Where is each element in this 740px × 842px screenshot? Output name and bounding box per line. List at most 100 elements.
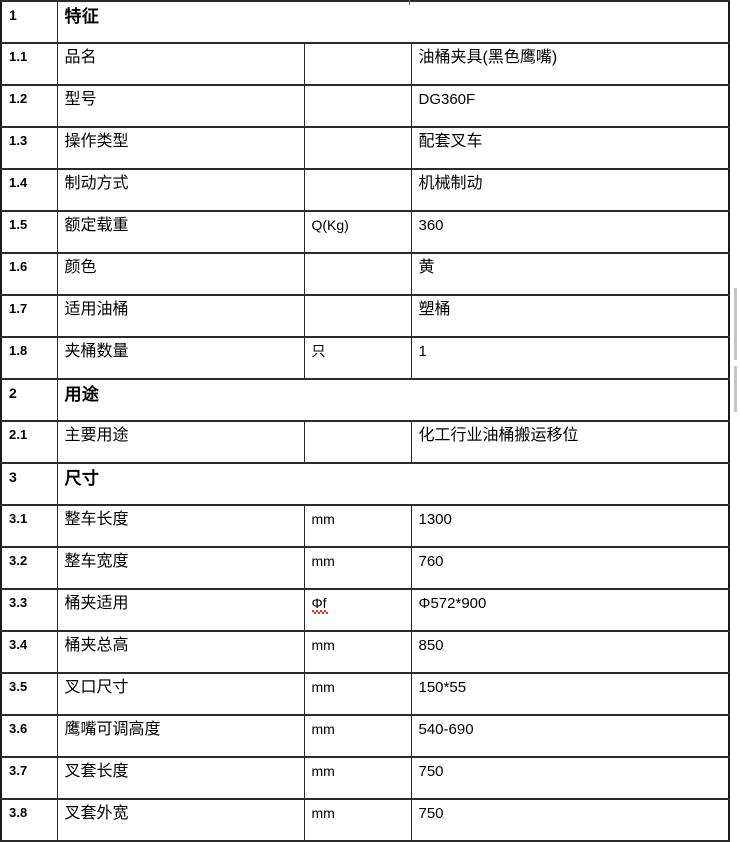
table-row: 2.1 主要用途 化工行业油桶搬运移位 bbox=[0, 420, 730, 464]
scrollbar-sliver-lower[interactable] bbox=[734, 366, 737, 412]
row-number: 3.3 bbox=[9, 595, 28, 610]
unit-value: Q(Kg) bbox=[311, 217, 349, 233]
row-number: 2 bbox=[9, 385, 17, 401]
row-number-cell: 3.8 bbox=[0, 798, 58, 842]
value-text: 540-690 bbox=[418, 721, 474, 738]
row-number-cell: 3.4 bbox=[0, 630, 58, 674]
row-number-cell: 3.7 bbox=[0, 756, 58, 800]
feature-name: 叉套外宽 bbox=[64, 805, 129, 822]
feature-name: 叉套长度 bbox=[64, 763, 129, 780]
feature-name: 操作类型 bbox=[64, 133, 129, 150]
section-title: 尺寸 bbox=[64, 469, 100, 488]
row-number: 3.6 bbox=[9, 721, 28, 736]
feature-name: 夹桶数量 bbox=[64, 343, 129, 360]
unit-value: mm bbox=[311, 805, 335, 821]
row-number: 3.1 bbox=[9, 511, 28, 526]
feature-name: 桶夹适用 bbox=[64, 595, 129, 612]
unit-wrapper: mm bbox=[312, 549, 411, 569]
value-cell: 化工行业油桶搬运移位 bbox=[410, 420, 730, 464]
feature-name: 额定载重 bbox=[64, 217, 129, 234]
section-header-row: 2 用途 bbox=[0, 378, 730, 422]
table-row: 3.7 叉套长度 mm 750 bbox=[0, 756, 730, 800]
table-row: 1.7 适用油桶 塑桶 bbox=[0, 294, 730, 338]
row-number-cell: 1.5 bbox=[0, 210, 58, 254]
table-row: 1.6 颜色 黄 bbox=[0, 252, 730, 296]
row-number: 1.1 bbox=[9, 49, 28, 64]
row-number: 1 bbox=[9, 7, 17, 23]
unit-cell: mm bbox=[303, 672, 412, 716]
feature-name: 整车宽度 bbox=[64, 553, 129, 570]
value-cell: 360 bbox=[410, 210, 730, 254]
row-number: 3.8 bbox=[9, 805, 28, 820]
section-header-row: 1 特征 bbox=[0, 0, 730, 44]
row-number-cell: 3.2 bbox=[0, 546, 58, 590]
unit-cell: mm bbox=[303, 714, 412, 758]
feature-name: 适用油桶 bbox=[64, 301, 129, 318]
section-title-cell: 尺寸 bbox=[56, 462, 730, 506]
unit-wrapper: mm bbox=[312, 759, 411, 779]
unit-wrapper: Q(Kg) bbox=[311, 213, 411, 233]
value-text: 750 bbox=[418, 763, 444, 780]
feature-name-cell: 桶夹总高 bbox=[56, 630, 305, 674]
feature-name-cell: 颜色 bbox=[56, 252, 305, 296]
table-row: 3.3 桶夹适用 Φf Φ572*900 bbox=[0, 588, 730, 632]
table-row: 3.2 整车宽度 mm 760 bbox=[0, 546, 730, 590]
value-text: 750 bbox=[418, 805, 444, 822]
feature-name-cell: 整车宽度 bbox=[56, 546, 305, 590]
unit-cell: mm bbox=[303, 798, 412, 842]
value-cell: 机械制动 bbox=[410, 168, 730, 212]
row-number-cell: 1 bbox=[0, 0, 58, 44]
value-text: 机械制动 bbox=[418, 175, 483, 192]
value-cell: DG360F bbox=[410, 84, 730, 128]
table-row: 1.1 品名 油桶夹具(黑色鹰嘴) bbox=[0, 42, 730, 86]
unit-wrapper bbox=[312, 423, 411, 428]
unit-cell bbox=[303, 84, 412, 128]
row-number: 1.8 bbox=[9, 343, 28, 358]
value-cell: 540-690 bbox=[410, 714, 730, 758]
feature-name-cell: 叉口尺寸 bbox=[56, 672, 305, 716]
row-number-cell: 1.4 bbox=[0, 168, 58, 212]
row-number-cell: 1.6 bbox=[0, 252, 58, 296]
unit-wrapper bbox=[312, 45, 411, 50]
scrollbar-sliver[interactable] bbox=[734, 288, 737, 360]
feature-name-cell: 叉套长度 bbox=[56, 756, 305, 800]
row-number: 3.2 bbox=[9, 553, 28, 568]
row-number: 1.3 bbox=[9, 133, 28, 148]
unit-wrapper: 只 bbox=[311, 339, 411, 359]
unit-wrapper: Φf bbox=[311, 591, 411, 614]
unit-cell: Q(Kg) bbox=[303, 210, 412, 254]
row-number: 2.1 bbox=[9, 427, 28, 442]
unit-cell bbox=[303, 420, 412, 464]
value-cell: 150*55 bbox=[410, 672, 730, 716]
row-number-cell: 3.1 bbox=[0, 504, 58, 548]
feature-name-cell: 夹桶数量 bbox=[56, 336, 305, 380]
section-header-row: 3 尺寸 bbox=[0, 462, 730, 506]
unit-cell: 只 bbox=[303, 336, 412, 380]
unit-value-misspelled: Φf bbox=[311, 595, 328, 614]
unit-value: 只 bbox=[311, 343, 326, 359]
row-number-cell: 3 bbox=[0, 462, 58, 506]
value-text: 黄 bbox=[418, 259, 435, 276]
feature-name-cell: 桶夹适用 bbox=[56, 588, 305, 632]
unit-cell: Φf bbox=[303, 588, 412, 632]
section-title-cell: 特征 bbox=[56, 0, 730, 44]
value-text: 油桶夹具(黑色鹰嘴) bbox=[418, 49, 558, 66]
table-row: 1.8 夹桶数量 只 1 bbox=[0, 336, 730, 380]
unit-wrapper: mm bbox=[312, 717, 411, 737]
unit-cell: mm bbox=[303, 504, 412, 548]
feature-name-cell: 操作类型 bbox=[56, 126, 305, 170]
row-number-cell: 1.7 bbox=[0, 294, 58, 338]
value-cell: 1300 bbox=[410, 504, 730, 548]
row-number: 3.5 bbox=[9, 679, 28, 694]
table-row: 1.4 制动方式 机械制动 bbox=[0, 168, 730, 212]
feature-name: 品名 bbox=[64, 49, 97, 66]
value-text: Φ572*900 bbox=[418, 595, 487, 612]
feature-name-cell: 品名 bbox=[56, 42, 305, 86]
value-cell: 塑桶 bbox=[410, 294, 730, 338]
unit-cell bbox=[303, 294, 412, 338]
value-cell: 黄 bbox=[410, 252, 730, 296]
row-number: 1.5 bbox=[9, 217, 28, 232]
table-row: 3.5 叉口尺寸 mm 150*55 bbox=[0, 672, 730, 716]
value-cell: 配套叉车 bbox=[410, 126, 730, 170]
